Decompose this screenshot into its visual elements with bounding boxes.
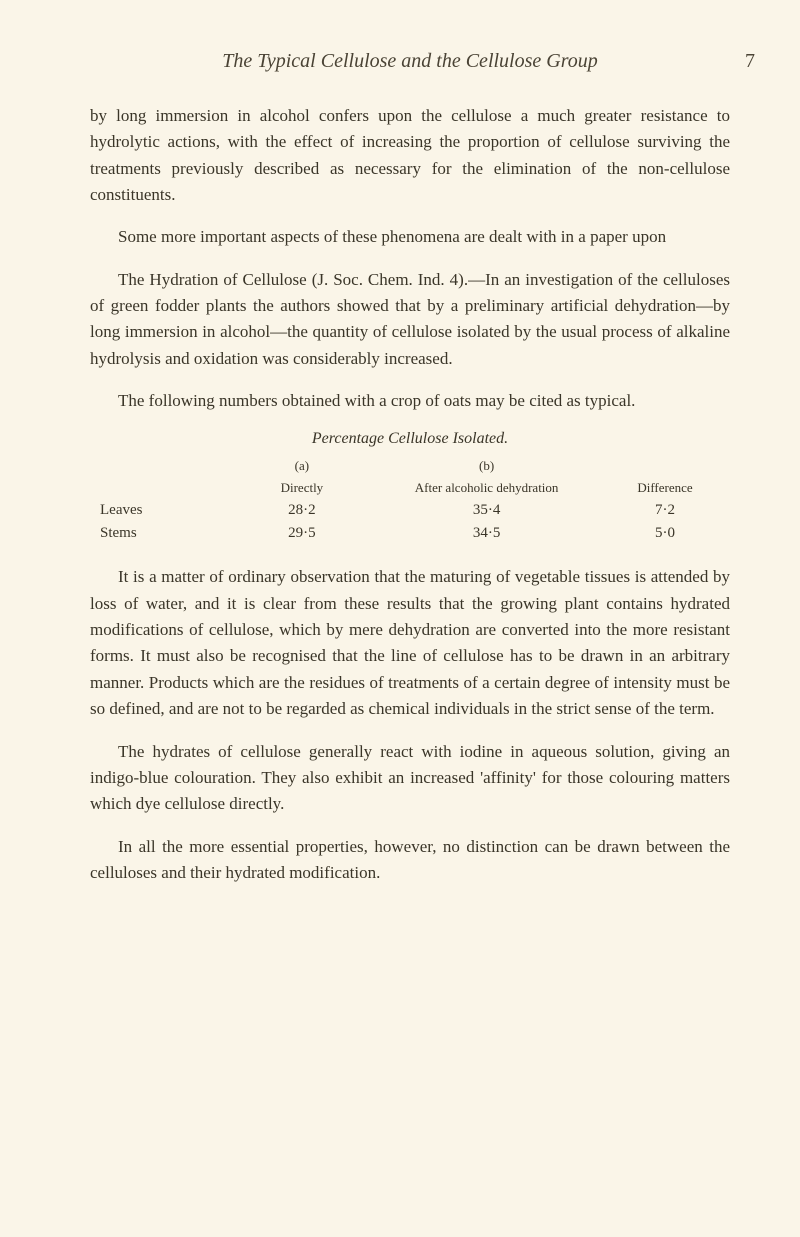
page-number: 7	[745, 50, 755, 73]
header-title: The Typical Cellulose and the Cellulose …	[222, 50, 598, 72]
paragraph-4: The following numbers obtained with a cr…	[90, 388, 730, 414]
table-col-a-header2: Directly	[233, 478, 372, 498]
table-title: Percentage Cellulose Isolated.	[90, 430, 730, 448]
table-header-row-2: Directly After alcoholic dehydration Dif…	[92, 478, 728, 498]
paragraph-6: The hydrates of cellulose generally reac…	[90, 739, 730, 818]
paragraph-1: by long immersion in alcohol confers upo…	[90, 103, 730, 208]
table-cell-b: 34·5	[373, 523, 600, 544]
table-col-b-header2: After alcoholic dehydration	[373, 478, 600, 498]
table-header-row-1: (a) (b)	[92, 456, 728, 476]
table-empty-cell	[92, 456, 231, 476]
table-row: Leaves 28·2 35·4 7·2	[92, 500, 728, 521]
paragraph-5: It is a matter of ordinary observation t…	[90, 564, 730, 722]
table-cell-a: 28·2	[233, 500, 372, 521]
page-container: The Typical Cellulose and the Cellulose …	[0, 0, 800, 962]
table-row: Stems 29·5 34·5 5·0	[92, 523, 728, 544]
table-col-diff-header: Difference	[602, 478, 728, 498]
table-empty-cell	[602, 456, 728, 476]
table-cell-diff: 5·0	[602, 523, 728, 544]
table-row-label: Stems	[92, 523, 231, 544]
table-col-a-header1: (a)	[233, 456, 372, 476]
table-cell-b: 35·4	[373, 500, 600, 521]
table-empty-cell	[92, 478, 231, 498]
table-col-b-header1: (b)	[373, 456, 600, 476]
table-cell-a: 29·5	[233, 523, 372, 544]
paragraph-2: Some more important aspects of these phe…	[90, 224, 730, 250]
page-header: The Typical Cellulose and the Cellulose …	[90, 50, 730, 73]
paragraph-3: The Hydration of Cellulose (J. Soc. Chem…	[90, 267, 730, 372]
paragraph-7: In all the more essential properties, ho…	[90, 834, 730, 887]
table-cell-diff: 7·2	[602, 500, 728, 521]
paragraph-3-bold-prefix: The Hydration of Cellulose	[118, 270, 312, 289]
cellulose-table: (a) (b) Directly After alcoholic dehydra…	[90, 454, 730, 546]
table-row-label: Leaves	[92, 500, 231, 521]
